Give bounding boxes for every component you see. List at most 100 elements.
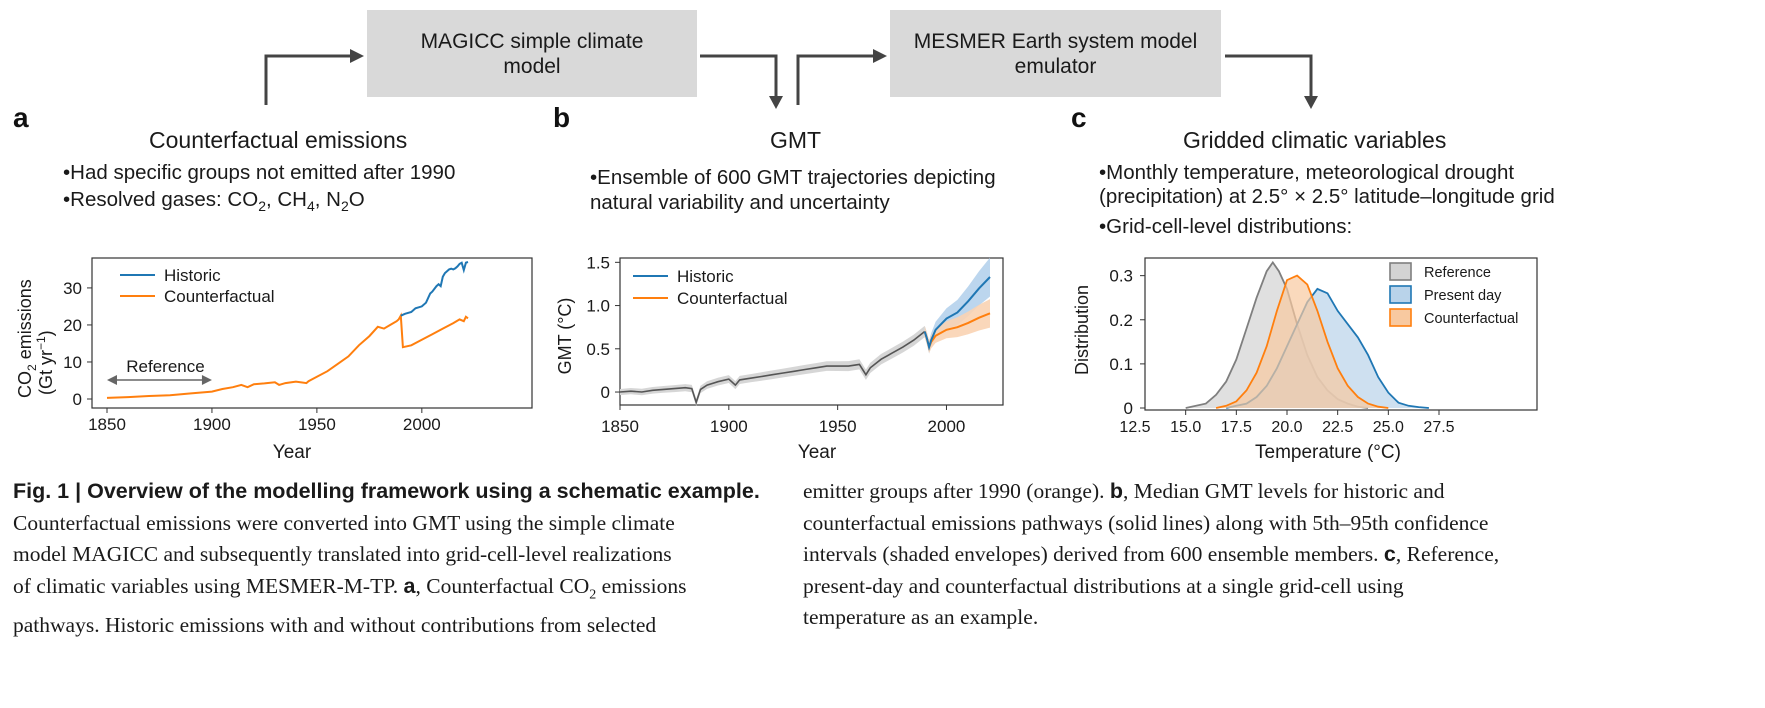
chart-a: 1850 1900 1950 2000 0 10 20 30 Year CO2 emissions… [15,257,533,463]
legend-swatch-reference [1389,262,1412,281]
legend-label-historic-a: Historic [164,266,221,285]
caption-l3: of climatic variables using MESMER-M-TP. [13,573,404,598]
panel-b-label: b [553,102,571,133]
arrow-b-to-mesmer [796,54,875,105]
caption-left: Fig. 1 | Overview of the modelling frame… [13,476,760,642]
magicc-box-line2: model [503,54,561,78]
panel-c-bullet-2: (precipitation) at 2.5° × 2.5° latitude–… [1099,185,1555,208]
y-axis-label-c: Distribution [1072,285,1092,375]
caption-r1-c: , Median GMT levels for historic and [1123,479,1445,503]
x-tick-label-b-0: 1850 [601,417,639,436]
panel-a-label: a [13,102,29,133]
y-tick-label-a-2: 20 [63,316,82,335]
x-tick-label-c-1: 15.0 [1170,419,1201,436]
arrowhead-4 [1304,96,1318,109]
caption-r3: intervals (shaded envelopes) derived fro… [803,542,1384,566]
legend-label-historic-b: Historic [677,267,734,286]
y-tick-label-b-1: 0.5 [586,340,610,359]
x-tick-label-b-3: 2000 [928,417,966,436]
x-tick-label-a-1: 1900 [193,415,231,434]
series-counterfactual-a [106,312,469,399]
caption-r-line-1: emitter groups after 1990 (orange). b, M… [803,476,1499,508]
series-reference-b [619,330,926,405]
caption-r-line-3: intervals (shaded envelopes) derived fro… [803,539,1499,571]
caption-r1-b: b [1109,479,1123,503]
caption-line-4: of climatic variables using MESMER-M-TP.… [13,571,760,611]
caption-r1: emitter groups after 1990 (orange). [803,479,1110,503]
density-line-counterfactual [1215,274,1389,409]
y-tick-label-c-2: 0.2 [1109,311,1133,330]
y-tick-label-c-3: 0.3 [1109,267,1133,286]
caption-r-line-4: present-day and counterfactual distribut… [803,573,1404,598]
caption-line-5: pathways. Historic emissions with and wi… [13,613,657,638]
x-tick-label-c-3: 20.0 [1271,419,1302,436]
y-axis-label-a-units: (Gt yr−1) [34,330,56,395]
plot-frame-b [619,257,1004,406]
x-tick-label-c-5: 25.0 [1373,419,1404,436]
x-tick-label-b-2: 1950 [819,417,857,436]
reference-annotation: Reference [126,357,204,376]
x-tick-label-c-6: 27.5 [1423,419,1454,436]
y-axis-label-a: CO2 emissions [15,279,39,398]
y-tick-label-a-1: 10 [63,353,82,372]
y-tick-label-c-0: 0 [1124,399,1133,418]
chart-b: 1850 1900 1950 2000 0 0.5 1.0 1.5 Year GMT (°C) Hi… [555,253,1004,463]
panel-c-label: c [1071,102,1087,133]
caption-line-1: Fig. 1 | Overview of the modelling frame… [13,476,760,508]
gases-text-4: O [348,188,365,211]
y-axis-label-b: GMT (°C) [555,298,575,375]
x-tick-label-b-1: 1900 [710,417,748,436]
caption-l3-sub: 2 [589,586,597,602]
caption-line-3: model MAGICC and subsequently translated… [13,542,672,566]
legend-label-counterfactual-a: Counterfactual [164,287,275,306]
caption-r3-d: , Reference, [1395,542,1500,566]
x-tick-label-c-4: 22.5 [1322,419,1353,436]
reference-arrow-right [201,375,212,385]
panel-c-bullet-3: •Grid-cell-level distributions: [1099,215,1353,238]
mesmer-box: MESMER Earth system model emulator [890,10,1221,97]
caption-r-line-5: temperature as an example. [803,605,1039,629]
arrowhead-3 [873,49,887,63]
legend-label-reference: Reference [1424,265,1491,281]
gases-text-1: •Resolved gases: CO [63,188,259,211]
plot-frame-c [1144,257,1538,411]
gases-text-3: , N [314,188,341,211]
magicc-box-line1: MAGICC simple climate [420,29,644,53]
gases-sub-1: 2 [258,198,266,215]
y-tick-label-b-0: 0 [601,383,610,402]
arrowhead-1 [350,49,364,63]
arrow-magicc-to-b [700,54,778,98]
panel-c-title: Gridded climatic variables [1183,127,1447,153]
series-historic-b [923,276,991,351]
panel-a-bullet-2: •Resolved gases: CO2, CH4, N2O [63,187,365,219]
panel-b-bullet-2: natural variability and uncertainty [590,191,890,214]
panel-b-bullet-1: •Ensemble of 600 GMT trajectories depict… [590,166,996,189]
panel-a-bullet-1: •Had specific groups not emitted after 1… [63,161,456,184]
arrow-a-to-magicc [264,54,352,105]
series-historic-a [400,261,469,317]
y-tick-label-b-2: 1.0 [586,297,610,316]
legend-swatch-present-day [1389,285,1412,304]
gases-sub-2: 4 [306,198,315,215]
y-tick-label-c-1: 0.1 [1109,355,1133,374]
x-axis-label-c: Temperature (°C) [1255,442,1401,463]
caption-line-2: Counterfactual emissions were converted … [13,510,675,535]
panel-c-bullet-1: •Monthly temperature, meteorological dro… [1099,161,1515,184]
flow-arrows [264,49,1318,109]
plot-frame-a [91,257,533,409]
y-tick-label-b-3: 1.5 [586,253,610,272]
x-tick-label-c-0: 12.5 [1119,419,1150,436]
panel-b-title: GMT [770,127,822,153]
x-axis-label-a: Year [273,442,312,463]
legend-swatch-counterfactual [1389,308,1412,327]
legend-label-counterfactual: Counterfactual [1424,311,1518,327]
caption-r3-c: c [1383,542,1396,566]
density-fill-counterfactual [1216,275,1389,408]
mesmer-box-line1: MESMER Earth system model [913,29,1198,53]
fig-label: Fig. 1 | [13,479,88,503]
legend-label-present-day: Present day [1424,288,1502,304]
x-tick-label-a-3: 2000 [403,415,441,434]
caption-l3-a: a [403,573,416,598]
mesmer-box-line2: emulator [1014,54,1097,78]
legend-label-counterfactual-b: Counterfactual [677,289,788,308]
